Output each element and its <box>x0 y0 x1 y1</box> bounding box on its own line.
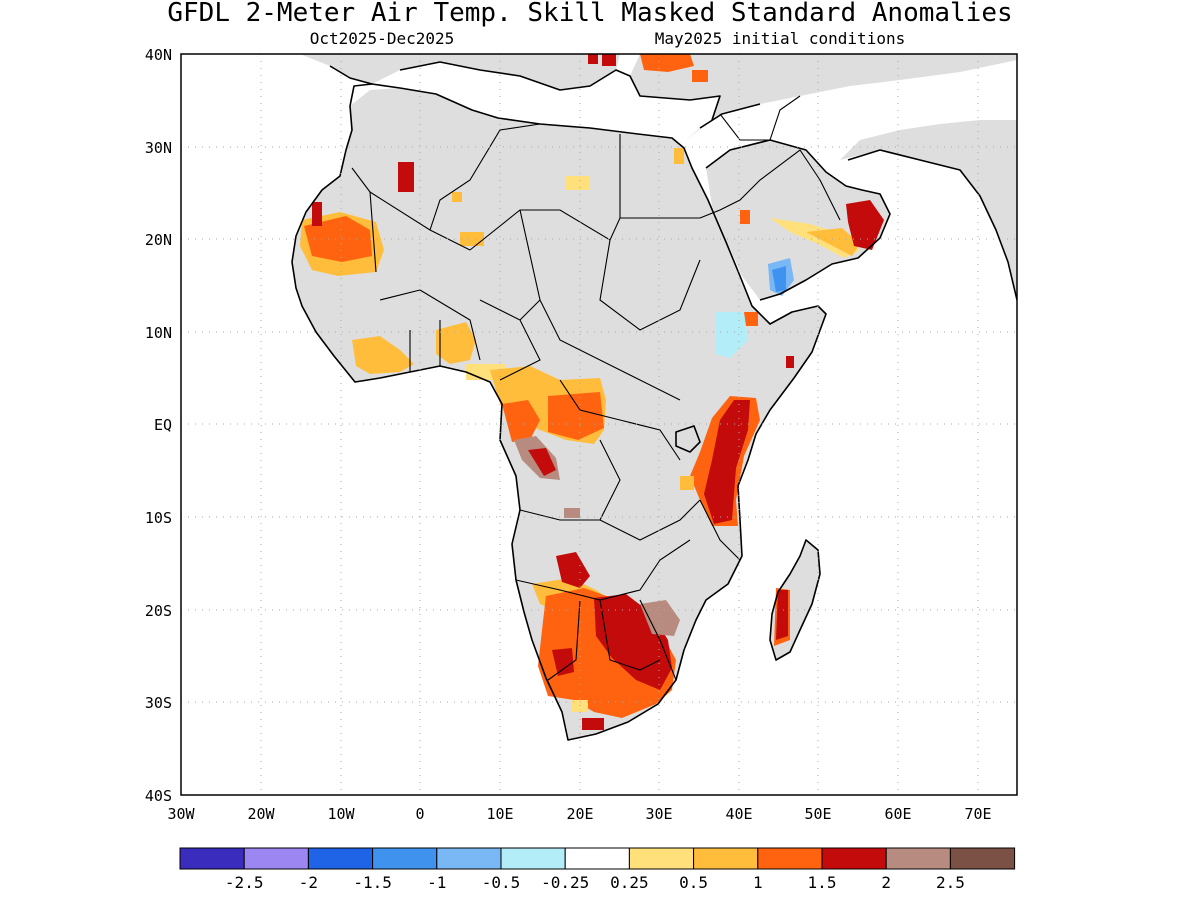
longitude-labels: 30W 20W 10W 0 10E 20E 30E 40E 50E 60E 70… <box>167 805 991 823</box>
arabia-middle-east-landmass <box>630 54 1017 300</box>
anomaly-region-4 <box>398 162 414 192</box>
iran-india-coastline <box>847 149 1017 301</box>
anomaly-region-2 <box>304 216 372 262</box>
coastlines <box>291 61 1017 741</box>
colorbar-label: 2.5 <box>936 873 965 892</box>
colorbar-swatch <box>628 847 695 870</box>
anomaly-region-29 <box>740 210 750 224</box>
lat-tick-label: 30S <box>145 694 172 712</box>
lon-tick-label: 30E <box>645 805 672 823</box>
map-area <box>181 54 1017 795</box>
colorbar-swatch <box>693 847 759 870</box>
anomaly-region-14 <box>548 392 604 440</box>
lon-tick-label: 50E <box>804 805 831 823</box>
africa-coastline <box>291 83 827 741</box>
colorbar-swatch <box>885 847 951 870</box>
initial-conditions: May2025 initial conditions <box>655 29 905 48</box>
colorbar-label: -2.5 <box>225 873 264 892</box>
iran-india-landmass <box>840 120 1017 300</box>
anomaly-region-41 <box>582 718 604 730</box>
colorbar-label: 0.5 <box>679 873 708 892</box>
anomaly-region-31 <box>588 54 598 64</box>
lon-tick-label: 0 <box>415 805 424 823</box>
anomaly-region-13 <box>502 400 540 442</box>
anomaly-region-35 <box>556 552 590 588</box>
map-title: GFDL 2-Meter Air Temp. Skill Masked Stan… <box>167 0 1012 28</box>
colorbar-swatch <box>949 847 1016 870</box>
lon-tick-label: 10W <box>327 805 355 823</box>
lat-tick-label: 30N <box>145 139 172 157</box>
map-frame <box>180 53 1018 796</box>
lon-tick-label: 10E <box>486 805 513 823</box>
colorbar-label: 1.5 <box>808 873 837 892</box>
colorbar-swatch <box>757 847 823 870</box>
lon-tick-label: 30W <box>167 805 195 823</box>
colorbar-swatch <box>564 847 630 870</box>
anomaly-region-25 <box>716 312 748 358</box>
europe-landmass <box>300 54 620 90</box>
lat-tick-label: 10N <box>145 324 172 342</box>
anomaly-region-8 <box>674 148 684 164</box>
anomaly-region-10 <box>436 322 476 364</box>
anomaly-region-40 <box>572 700 588 712</box>
anomaly-region-3 <box>312 202 322 226</box>
lat-tick-label: 20N <box>145 231 172 249</box>
lat-tick-label: 10S <box>145 509 172 527</box>
anomaly-region-9 <box>352 336 414 374</box>
lon-tick-label: 40E <box>725 805 752 823</box>
colorbar-label: 0.25 <box>610 873 649 892</box>
lat-tick-label: 40S <box>145 787 172 805</box>
lon-tick-label: 70E <box>964 805 991 823</box>
colorbar-swatch <box>372 847 438 870</box>
anomaly-region-27 <box>806 228 860 256</box>
anomaly-region-32 <box>602 54 616 66</box>
lon-tick-label: 60E <box>884 805 911 823</box>
anomaly-fills <box>300 54 884 730</box>
colorbar-label: -1 <box>427 873 446 892</box>
colorbar-swatch <box>179 847 245 870</box>
europe-coastline <box>329 61 721 121</box>
lon-tick-label: 20E <box>566 805 593 823</box>
colorbar-swatch <box>436 847 502 870</box>
lat-tick-label: EQ <box>154 416 172 434</box>
anomaly-region-17 <box>564 508 580 518</box>
anomaly-region-20 <box>680 476 694 490</box>
forecast-period: Oct2025-Dec2025 <box>310 29 455 48</box>
lat-tick-label: 20S <box>145 602 172 620</box>
lon-tick-label: 20W <box>247 805 275 823</box>
colorbar-label: 1 <box>753 873 763 892</box>
anomaly-region-30 <box>640 54 694 72</box>
anomaly-region-16 <box>528 448 556 476</box>
colorbar-label: -0.5 <box>482 873 521 892</box>
anomaly-region-28 <box>846 200 884 250</box>
lat-tick-label: 40N <box>145 46 172 64</box>
colorbar-label: 2 <box>881 873 891 892</box>
colorbar-swatch <box>500 847 566 870</box>
arabia-coastline <box>699 103 891 301</box>
colorbar-label: -2 <box>299 873 318 892</box>
colorbar-legend: -2.5 -2 -1.5 -1 -0.5 -0.25 0.25 0.5 1 1.5 2 2.5 <box>179 847 1016 892</box>
colorbar-swatch <box>243 847 309 870</box>
colorbar-label: -1.5 <box>353 873 392 892</box>
anomaly-region-22 <box>786 356 794 368</box>
anomaly-region-38 <box>552 648 574 676</box>
colorbar-label: -0.25 <box>541 873 589 892</box>
anomaly-region-5 <box>452 192 462 202</box>
anomaly-region-21 <box>742 312 758 326</box>
anomaly-region-19 <box>704 400 750 524</box>
anomaly-region-43 <box>776 590 788 640</box>
colorbar-swatch <box>821 847 887 870</box>
anomaly-region-33 <box>692 70 708 82</box>
anomaly-region-39 <box>640 600 680 636</box>
madagascar-coastline <box>769 539 821 661</box>
anomaly-region-6 <box>460 232 484 246</box>
colorbar-swatch <box>307 847 374 870</box>
anomaly-region-24 <box>772 266 786 292</box>
country-borders <box>351 95 841 681</box>
latitude-labels: 40N 30N 20N 10N EQ 10S 20S 30S 40S <box>145 46 172 805</box>
anomaly-region-7 <box>566 176 590 190</box>
lake-victoria <box>675 425 701 453</box>
